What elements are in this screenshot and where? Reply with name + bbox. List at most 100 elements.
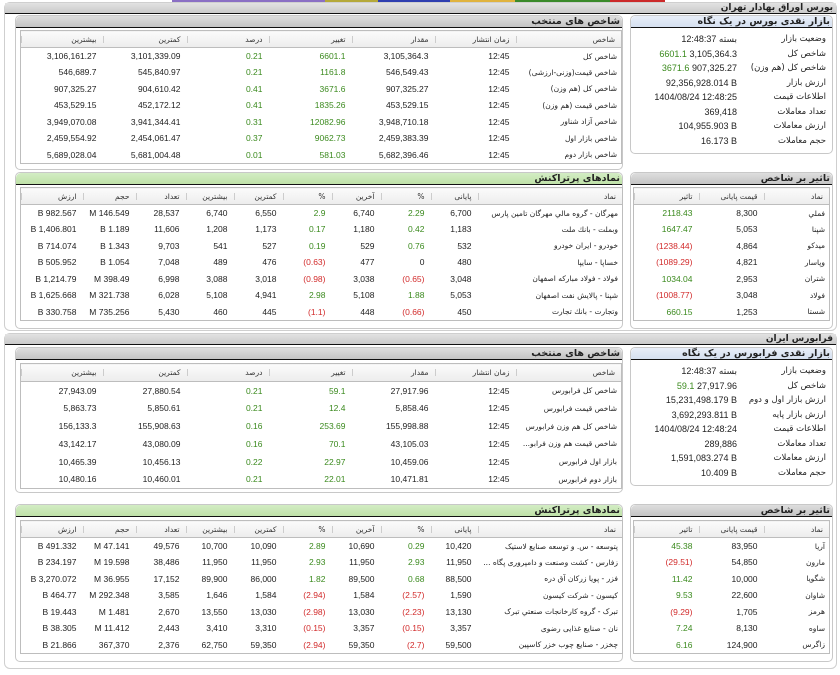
table-row[interactable]: هرمز 1,705 (9.29) <box>634 604 830 621</box>
top-tab-strip-2[interactable] <box>325 0 378 2</box>
table-row[interactable]: نان - صنایع غذایی رضوی 3,357 (0.15) 3,357 (0… <box>21 620 623 637</box>
symbol-cell[interactable]: فولاد - فولاد مباركه اصفهان <box>532 274 618 284</box>
symbol-cell[interactable]: شپنا - پالایش نفت اصفهان <box>535 290 618 300</box>
symbol-cell[interactable]: وپاسار <box>804 257 825 267</box>
column-header[interactable]: % <box>380 520 431 538</box>
top-tab-strip-6[interactable] <box>610 0 665 2</box>
table-row[interactable]: شاوان 22,600 9.53 <box>634 587 830 604</box>
table-row[interactable]: شتران 2,953 1034.04 <box>634 271 830 288</box>
column-header[interactable]: کمترین <box>102 363 187 383</box>
column-header[interactable]: نماد <box>477 187 623 205</box>
table-row[interactable]: وپاسار 4,821 (1089.29) <box>634 254 830 271</box>
table-row[interactable]: چخزر - صنایع چوب خزر کاسپین 59,500 (2.7) 59… <box>21 637 623 654</box>
symbol-cell[interactable]: تبرک - گروه کارخانجات صنعتي تبرک <box>504 607 618 617</box>
top-tab-strip-3[interactable] <box>378 0 450 2</box>
column-header[interactable]: نماد <box>477 520 623 538</box>
table-row[interactable]: فولاد 3,048 (1008.77) <box>634 287 830 304</box>
table-row[interactable]: شاخص کل (هم وزن) 12:45 907,325.27 3671.6 0.4… <box>21 81 622 98</box>
symbol-cell[interactable]: فولاد <box>809 290 825 300</box>
symbol-cell[interactable]: چخزر - صنایع چوب خزر کاسپین <box>518 640 618 649</box>
column-header[interactable]: ارزش <box>20 187 83 205</box>
symbol-cell[interactable]: کیسون - شرکت کیسون <box>542 590 618 600</box>
table-row[interactable]: فزر - پویا زرکان آق دره 88,500 0.68 89,500 1… <box>21 571 623 588</box>
symbol-cell[interactable]: فزر - پویا زرکان آق دره <box>544 574 618 584</box>
symbol-cell[interactable]: بازار اول فرابورس <box>558 457 617 467</box>
table-row[interactable]: تبرک - گروه کارخانجات صنعتي تبرک 13,130 (2… <box>21 604 623 621</box>
column-header[interactable]: کمترین <box>233 187 283 205</box>
column-header[interactable]: قیمت پایانی <box>698 187 764 205</box>
table-row[interactable]: شاخص قیمت(وزنی-ارزشی) 12:45 546,549.43 1161… <box>21 64 622 81</box>
column-header[interactable]: کمترین <box>233 520 283 538</box>
table-row[interactable]: شاخص كل هم وزن فرابورس 12:45 155,998.88 253… <box>21 417 622 435</box>
column-header[interactable]: زمان انتشار <box>434 30 516 48</box>
column-header[interactable]: آخرین <box>331 187 381 205</box>
top-tab-strip-4[interactable] <box>450 0 515 2</box>
symbol-cell[interactable]: نان - صنایع غذایی رضوی <box>540 623 618 633</box>
symbol-cell[interactable]: شاخص کل <box>582 51 617 61</box>
column-header[interactable]: مقدار <box>351 363 435 383</box>
table-row[interactable]: شاخص آزاد شناور 12:45 3,948,710.18 12082.96… <box>21 114 622 131</box>
table-row[interactable]: وتجارت - بانك تجارت 450 (0.66) 448 (1.1) 445 4… <box>21 304 623 321</box>
table-row[interactable]: شاخص بازار دوم 12:45 5,682,396.46 581.03 0.0… <box>21 147 622 164</box>
table-row[interactable]: مارون 54,850 (29.51) <box>634 554 830 571</box>
symbol-cell[interactable]: شاخص قيمت هم وزن فرابو... <box>522 439 617 449</box>
column-header[interactable]: نماد <box>763 187 830 205</box>
symbol-cell[interactable]: ساوه <box>808 623 825 633</box>
symbol-cell[interactable]: شاخص بازار اول <box>564 133 617 143</box>
symbol-cell[interactable]: شاخص قيمت فرابورس <box>543 403 617 413</box>
table-row[interactable]: شاخص کل 12:45 3,105,364.3 6601.1 0.21 3,101,3… <box>21 48 622 65</box>
table-row[interactable]: شپنا - پالایش نفت اصفهان 5,053 1.88 5,108 2.… <box>21 287 623 304</box>
column-header[interactable]: بیشترین <box>185 520 234 538</box>
column-header[interactable]: بیشترین <box>20 30 103 48</box>
column-header[interactable]: تعداد <box>135 187 186 205</box>
symbol-cell[interactable]: شاخص كل فرابورس <box>552 386 617 396</box>
symbol-cell[interactable]: شاخص آزاد شناور <box>560 117 617 127</box>
symbol-cell[interactable]: شستا <box>807 307 825 316</box>
table-row[interactable]: فملي 8,300 2118.43 <box>634 205 830 222</box>
column-header[interactable]: تعداد <box>135 520 186 538</box>
symbol-cell[interactable]: زفارس - کشت وصنعت و دامپروری پگاه ... <box>483 557 618 567</box>
column-header[interactable]: قیمت پایانی <box>698 520 764 538</box>
column-header[interactable]: % <box>282 187 332 205</box>
table-row[interactable]: شاخص قیمت (هم وزن) 12:45 453,529.15 1835.26… <box>21 97 622 114</box>
symbol-cell[interactable]: شاخص بازار دوم <box>564 150 617 159</box>
symbol-cell[interactable]: خودرو - ایران خودرو <box>554 241 618 251</box>
column-header[interactable]: شاخص <box>515 30 622 48</box>
table-row[interactable]: زفارس - کشت وصنعت و دامپروری پگاه ... 11,… <box>21 554 623 571</box>
symbol-cell[interactable]: پتوسعه - س. و توسعه صنایع لاستیک <box>504 541 618 551</box>
symbol-cell[interactable]: شگويا <box>806 574 825 584</box>
column-header[interactable]: مقدار <box>351 30 435 48</box>
table-row[interactable]: پتوسعه - س. و توسعه صنایع لاستیک 10,420 0.… <box>21 538 623 555</box>
table-row[interactable]: کیسون - شرکت کیسون 1,590 (2.57) 1,584 (2.94)… <box>21 587 623 604</box>
symbol-cell[interactable]: فملي <box>808 208 825 218</box>
column-header[interactable]: % <box>380 187 431 205</box>
column-header[interactable]: درصد <box>186 363 269 383</box>
symbol-cell[interactable]: شاخص كل هم وزن فرابورس <box>525 421 617 431</box>
symbol-cell[interactable]: میدکو <box>807 241 825 251</box>
table-row[interactable]: خساپا - سايپا 480 0 477 (0.63) 476 489 7,048 1.0… <box>21 254 623 271</box>
column-header[interactable]: بیشترین <box>20 363 103 383</box>
column-header[interactable]: درصد <box>186 30 269 48</box>
table-row[interactable]: شاخص كل فرابورس 12:45 27,917.96 59.1 0.21 27,… <box>21 382 622 400</box>
table-row[interactable]: شاخص قيمت هم وزن فرابو... 12:45 43,105.03 7… <box>21 435 622 453</box>
symbol-cell[interactable]: هرمز <box>808 607 825 617</box>
symbol-cell[interactable]: بازار دوم فرابورس <box>558 474 617 484</box>
table-row[interactable]: ساوه 8,130 7.24 <box>634 620 830 637</box>
column-header[interactable]: پایانی <box>430 187 478 205</box>
column-header[interactable]: پایانی <box>430 520 478 538</box>
symbol-cell[interactable]: خساپا - سايپا <box>577 257 618 267</box>
symbol-cell[interactable]: شاوان <box>805 590 825 600</box>
symbol-cell[interactable]: شاخص قیمت(وزنی-ارزشی) <box>528 67 617 77</box>
symbol-cell[interactable]: مهرگان - گروه مالي مهرگان تامين پارس <box>491 208 618 218</box>
symbol-cell[interactable]: شپنا <box>811 224 825 234</box>
column-header[interactable]: % <box>282 520 332 538</box>
symbol-cell[interactable]: زاگرس <box>802 640 825 649</box>
column-header[interactable]: بیشترین <box>185 187 234 205</box>
symbol-cell[interactable]: وبملت - بانك ملت <box>561 224 618 234</box>
column-header[interactable]: تغییر <box>268 363 352 383</box>
table-row[interactable]: میدکو 4,864 (1238.44) <box>634 238 830 255</box>
column-header[interactable]: آخرین <box>331 520 381 538</box>
table-row[interactable]: بازار اول فرابورس 12:45 10,459.06 22.97 0.22… <box>21 453 622 471</box>
column-header[interactable]: تغییر <box>268 30 352 48</box>
column-header[interactable]: نماد <box>763 520 830 538</box>
